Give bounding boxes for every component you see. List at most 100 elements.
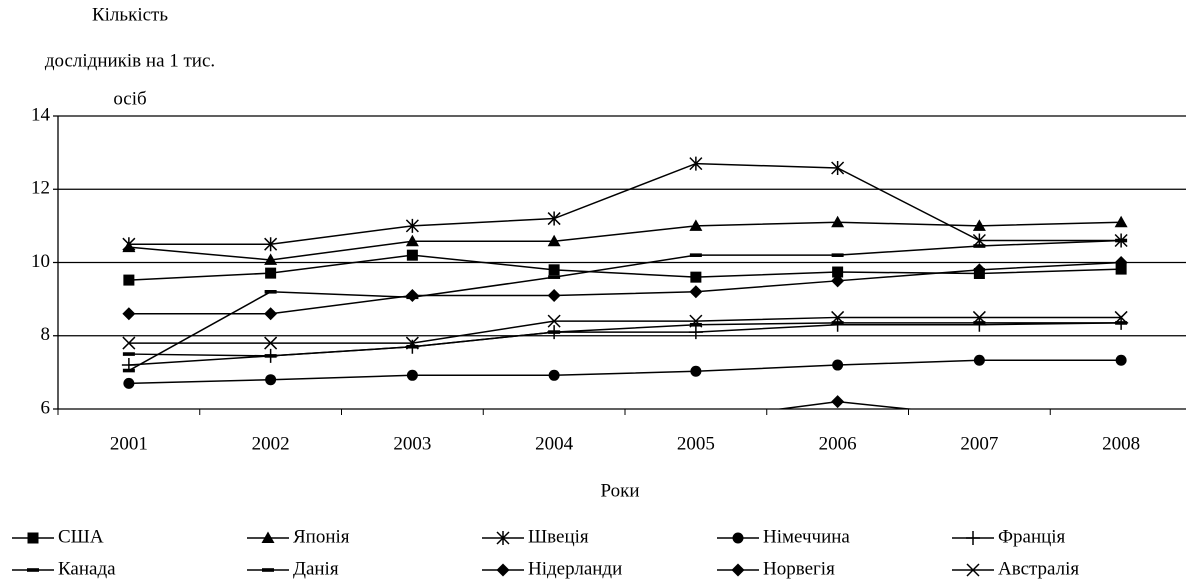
legend-marker [27,568,39,572]
data-point [832,359,844,371]
data-point [123,377,135,389]
data-point [548,275,561,279]
data-point [972,310,986,324]
series-line [128,322,1122,366]
x-tick-label: 2004 [535,433,574,454]
data-point [264,307,278,321]
data-point [405,336,419,350]
y-tick-label: 10 [31,251,50,272]
data-point [688,325,703,340]
legend-label: Австралія [998,558,1079,579]
data-point [689,253,702,257]
data-point [548,369,560,381]
data-point [265,374,277,386]
series-line [128,254,1122,281]
series-line [128,261,1122,315]
y-tick-label: 14 [31,104,51,125]
y-axis-title: дослідників на 1 тис. [45,50,215,71]
series-line [128,316,1122,344]
data-point [1115,321,1128,325]
data-point [547,288,561,302]
series-line [128,239,1122,372]
data-point [972,317,987,332]
data-point [973,321,986,325]
x-tick-label: 2007 [960,433,998,454]
data-point [406,249,418,261]
x-tick-label: 2001 [110,433,148,454]
legend-label: Німеччина [763,526,850,547]
x-tick-label: 2002 [252,433,290,454]
data-point [973,410,986,423]
x-axis-title: Роки [601,480,640,501]
data-point [406,344,419,349]
data-point [122,368,135,373]
legend-marker [731,563,745,577]
data-point [547,314,561,328]
data-point [830,317,845,332]
data-point [973,244,986,248]
series-line [128,221,1122,261]
data-point [831,310,845,324]
data-point [1115,354,1127,366]
legend-marker [496,563,510,577]
y-tick-label: 8 [41,324,51,345]
data-point [264,237,278,252]
series-line [128,162,1122,245]
legend-marker [732,532,744,544]
data-point [264,253,278,265]
data-point [123,274,135,286]
x-tick-label: 2003 [393,433,431,454]
data-point [548,264,560,276]
x-tick-label: 2006 [819,433,857,454]
data-point [831,321,844,325]
legend-marker [27,532,39,544]
legend-label: Данія [293,558,339,579]
data-point [264,354,277,358]
data-point [264,290,277,294]
data-point [831,395,845,409]
legend-label: Норвегія [763,558,835,579]
data-point [405,234,419,247]
data-point [548,410,561,423]
plot-area [121,156,1129,426]
legend-marker [261,531,275,543]
data-point [689,413,702,426]
data-point [264,336,278,350]
data-point [405,288,419,302]
legend-marker [262,568,274,572]
legend-label: Японія [293,526,350,547]
x-tick-label: 2008 [1102,433,1140,454]
series-line [128,359,1122,385]
data-point [122,307,136,321]
series-line [128,322,1122,357]
data-point [265,267,277,279]
data-point [1114,215,1128,228]
data-point [831,215,845,228]
x-tick-label: 2005 [677,433,715,454]
data-point [1115,410,1128,423]
data-point [690,365,702,377]
y-tick-label: 6 [41,397,51,418]
y-axis-title: Кількість [92,4,168,25]
data-point [1115,263,1127,275]
data-point [122,336,136,350]
data-point [122,352,135,356]
legend-label: Канада [58,558,116,579]
data-point [973,354,985,366]
data-point [548,330,561,334]
legend-label: Нідерланди [528,558,622,579]
data-point [831,274,845,288]
data-point [972,219,986,231]
legend-label: Швеція [528,526,589,547]
data-point [547,234,561,247]
data-point [831,161,845,176]
data-point [547,211,561,226]
data-point [689,314,703,328]
legend-marker [966,531,980,545]
legend-marker [966,563,980,577]
data-point [972,263,986,277]
data-point [689,322,702,327]
legend-label: Франція [998,526,1066,547]
data-point [406,369,418,381]
y-tick-label: 12 [31,178,50,199]
